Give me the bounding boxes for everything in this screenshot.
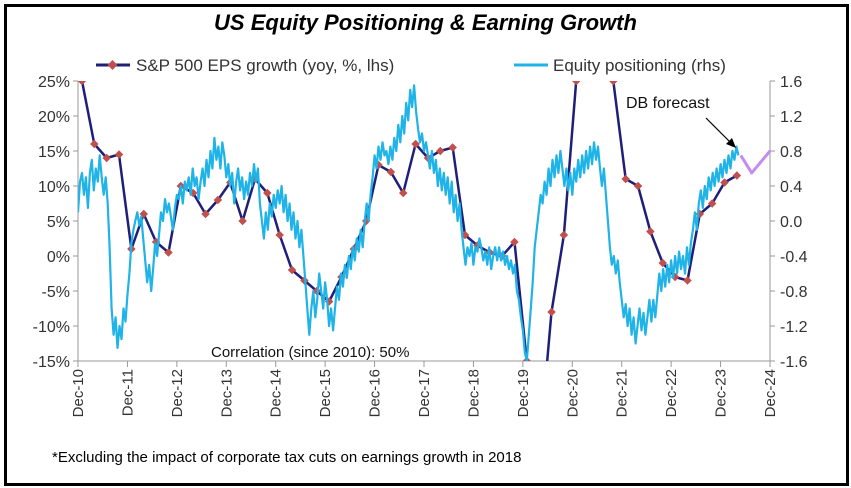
legend-pos-label: Equity positioning (rhs) bbox=[553, 56, 726, 75]
positioning-series bbox=[78, 84, 740, 361]
x-tick-label: Dec-20 bbox=[564, 369, 581, 417]
x-tick-label: Dec-24 bbox=[762, 369, 779, 417]
left-tick-label: 5% bbox=[47, 214, 70, 231]
eps-marker bbox=[547, 307, 556, 317]
db-forecast-arrowhead bbox=[726, 138, 736, 148]
eps-marker bbox=[275, 230, 284, 240]
positioning-line bbox=[78, 84, 740, 361]
eps-marker bbox=[448, 143, 457, 152]
left-tick-label: -5% bbox=[42, 284, 70, 301]
eps-marker bbox=[683, 276, 692, 285]
eps-marker bbox=[436, 146, 445, 156]
right-tick-label: -0.4 bbox=[780, 249, 808, 266]
correlation-label: Correlation (since 2010): 50% bbox=[211, 344, 409, 361]
eps-marker bbox=[386, 167, 396, 177]
forecast-line bbox=[739, 150, 772, 175]
left-tick-label: -15% bbox=[33, 354, 70, 371]
left-tick-label: 10% bbox=[38, 179, 70, 196]
db-forecast-arrow bbox=[705, 117, 731, 143]
eps-marker bbox=[102, 153, 111, 163]
eps-marker bbox=[238, 216, 247, 226]
right-tick-label: -1.2 bbox=[780, 319, 808, 336]
left-tick-label: 20% bbox=[38, 109, 70, 126]
x-tick-label: Dec-16 bbox=[367, 369, 384, 417]
x-tick-label: Dec-19 bbox=[515, 369, 532, 417]
eps-marker bbox=[571, 81, 581, 86]
left-tick-label: -10% bbox=[33, 319, 70, 336]
legend-eps-label: S&P 500 EPS growth (yoy, %, lhs) bbox=[136, 56, 394, 75]
eps-marker bbox=[609, 81, 618, 86]
x-tick-label: Dec-17 bbox=[416, 369, 433, 417]
eps-marker bbox=[646, 227, 655, 236]
right-tick-label: 0.8 bbox=[780, 144, 802, 161]
legend-eps-marker bbox=[107, 60, 118, 70]
eps-marker bbox=[658, 258, 667, 268]
eps-marker bbox=[78, 81, 87, 86]
right-tick-label: 0.0 bbox=[780, 214, 802, 231]
eps-marker bbox=[411, 139, 420, 149]
right-tick-label: 1.6 bbox=[780, 74, 802, 91]
left-tick-label: 0% bbox=[47, 249, 70, 266]
eps-marker bbox=[263, 188, 272, 198]
right-tick-label: 0.4 bbox=[780, 179, 802, 196]
eps-marker bbox=[522, 356, 532, 361]
right-tick-label: -1.6 bbox=[780, 354, 808, 371]
x-tick-label: Dec-12 bbox=[169, 369, 186, 417]
chart-frame bbox=[4, 4, 849, 486]
forecast-series bbox=[739, 150, 772, 175]
x-tick-label: Dec-13 bbox=[218, 369, 235, 417]
eps-marker bbox=[398, 188, 408, 198]
db-forecast-label: DB forecast bbox=[626, 95, 710, 112]
eps-marker bbox=[559, 230, 569, 240]
right-tick-label: 1.2 bbox=[780, 109, 802, 126]
x-tick-label: Dec-18 bbox=[465, 369, 482, 417]
chart-title: US Equity Positioning & Earning Growth bbox=[214, 10, 637, 35]
left-tick-label: 25% bbox=[38, 74, 70, 91]
footnote: *Excluding the impact of corporate tax c… bbox=[52, 449, 522, 466]
x-tick-label: Dec-15 bbox=[317, 369, 334, 417]
x-tick-label: Dec-10 bbox=[70, 369, 87, 417]
eps-marker bbox=[114, 150, 124, 159]
right-tick-label: -0.8 bbox=[780, 284, 808, 301]
annotations: DB forecast Correlation (since 2010): 50… bbox=[211, 95, 736, 361]
legend: S&P 500 EPS growth (yoy, %, lhs) Equity … bbox=[96, 56, 726, 75]
eps-marker bbox=[287, 265, 297, 275]
x-tick-label: Dec-22 bbox=[663, 369, 680, 417]
eps-marker bbox=[164, 248, 173, 257]
x-tick-label: Dec-11 bbox=[119, 369, 136, 416]
eps-marker bbox=[213, 195, 223, 205]
x-tick-label: Dec-21 bbox=[614, 369, 631, 417]
eps-marker bbox=[90, 139, 99, 149]
eps-marker bbox=[201, 209, 210, 219]
x-tick-label: Dec-14 bbox=[268, 369, 285, 417]
left-tick-label: 15% bbox=[38, 144, 70, 161]
axes-group: 25% 20% 15% 10% 5% 0% -5% -10% -15% 1.6 1.2 0.8 0.4 0… bbox=[33, 74, 808, 417]
x-tick-label: Dec-23 bbox=[713, 369, 730, 417]
